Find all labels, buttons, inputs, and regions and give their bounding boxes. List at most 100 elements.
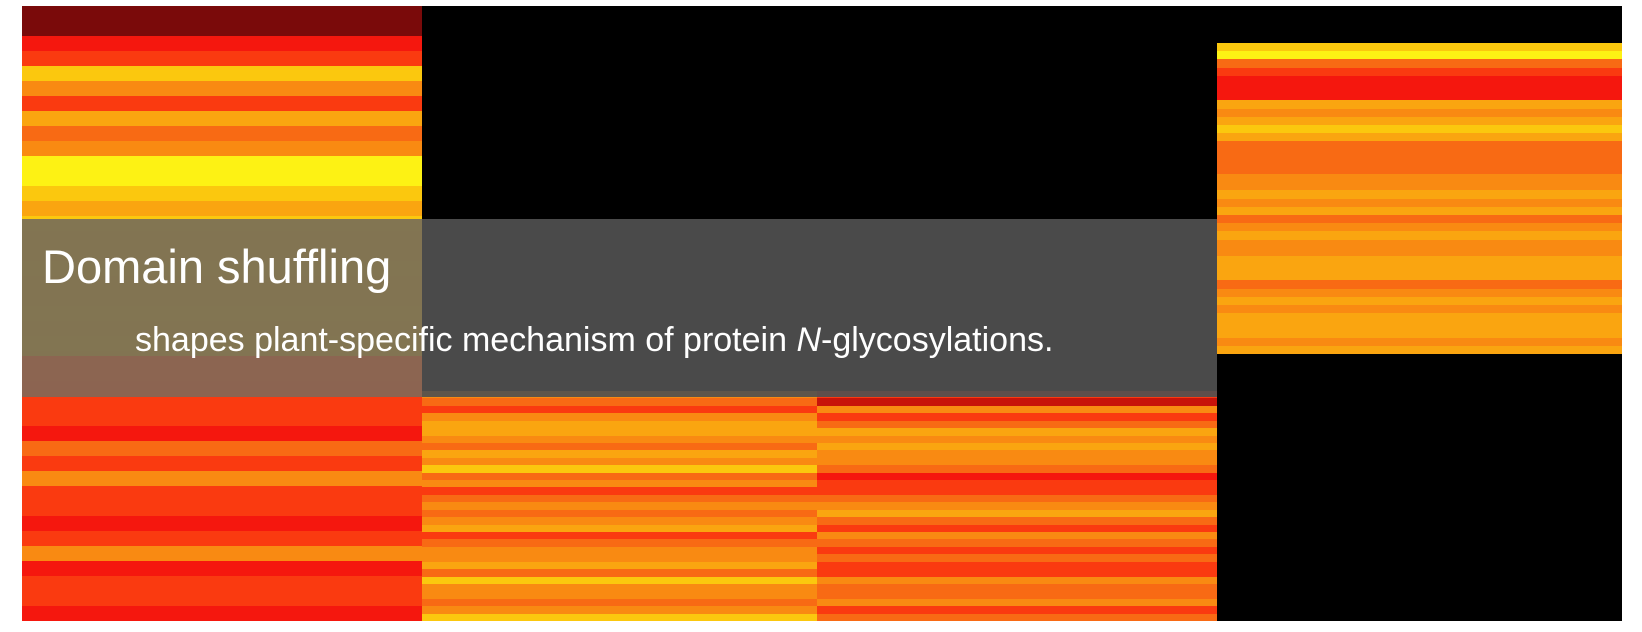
- heatmap-stripe: [1217, 182, 1622, 191]
- heatmap-stripe: [817, 472, 1217, 481]
- heatmap-stripe: [817, 546, 1217, 555]
- heatmap-stripe: [817, 457, 1217, 466]
- heatmap-stripe: [1217, 337, 1622, 346]
- heatmap-stripe: [1217, 83, 1622, 93]
- heatmap-stripe: [422, 591, 817, 599]
- heatmap-stripe: [817, 524, 1217, 533]
- heatmap-stripe: [22, 96, 422, 111]
- heatmap-stripe: [817, 591, 1217, 599]
- heatmap-stripe: [22, 141, 422, 156]
- heatmap-stripe: [817, 487, 1217, 495]
- heatmap-stripe: [1217, 214, 1622, 224]
- heatmap-stripe: [1217, 264, 1622, 273]
- heatmap-stripe: [817, 398, 1217, 406]
- heatmap-stripe: [817, 517, 1217, 525]
- heatmap-stripe: [817, 613, 1217, 621]
- heatmap-stripe: [1217, 133, 1622, 142]
- heatmap-stripe: [22, 591, 422, 606]
- heatmap-stripe: [1217, 296, 1622, 305]
- heatmap-stripe: [22, 471, 422, 486]
- subtitle-text-end: -glycosylations.: [821, 321, 1054, 359]
- heatmap-figure: Domain shuffling shapes plant-specific m…: [22, 6, 1622, 621]
- heatmap-stripe: [422, 613, 817, 621]
- heatmap-stripe: [817, 598, 1217, 607]
- heatmap-stripe: [1217, 108, 1622, 117]
- heatmap-stripe: [1217, 321, 1622, 330]
- heatmap-stripe: [22, 441, 422, 456]
- heatmap-block-bottom-right: [817, 391, 1217, 621]
- heatmap-stripe: [22, 561, 422, 576]
- heatmap-stripe: [1217, 206, 1622, 215]
- heatmap-stripe: [422, 442, 817, 451]
- heatmap-stripe: [1217, 116, 1622, 125]
- heatmap-stripe: [1217, 100, 1622, 109]
- heatmap-stripe: [817, 561, 1217, 570]
- heatmap-stripe: [422, 546, 817, 555]
- heatmap-stripe: [22, 576, 422, 591]
- heatmap-stripe: [422, 561, 817, 570]
- heatmap-stripe: [1217, 231, 1622, 240]
- heatmap-stripe: [1217, 223, 1622, 232]
- heatmap-stripe: [22, 456, 422, 471]
- heatmap-block-bottom-middle: [422, 391, 817, 621]
- heatmap-stripe: [22, 501, 422, 516]
- heatmap-stripe: [22, 426, 422, 441]
- heatmap-stripe: [817, 494, 1217, 503]
- heatmap-stripe: [22, 171, 422, 186]
- heatmap-stripe: [817, 405, 1217, 414]
- heatmap-stripe: [422, 413, 817, 421]
- heatmap-stripe: [1217, 239, 1622, 248]
- heatmap-stripe: [1217, 59, 1622, 68]
- heatmap-stripe: [1217, 141, 1622, 150]
- heatmap-stripe: [422, 450, 817, 458]
- heatmap-stripe: [422, 398, 817, 406]
- heatmap-stripe: [422, 532, 817, 540]
- heatmap-stripe: [422, 598, 817, 607]
- heatmap-stripe: [1217, 288, 1622, 297]
- heatmap-stripe: [1217, 67, 1622, 76]
- heatmap-stripe: [1217, 165, 1622, 174]
- heatmap-stripe: [817, 450, 1217, 458]
- heatmap-stripe: [422, 524, 817, 533]
- heatmap-stripe: [1217, 272, 1622, 281]
- heatmap-stripe: [422, 569, 817, 577]
- heatmap-stripe: [817, 420, 1217, 429]
- heatmap-stripe: [22, 396, 422, 411]
- heatmap-stripe: [1217, 255, 1622, 265]
- heatmap-stripe: [1217, 190, 1622, 199]
- heatmap-stripe: [1217, 345, 1622, 355]
- heatmap-stripe: [817, 539, 1217, 547]
- heatmap-stripe: [422, 606, 817, 614]
- heatmap-stripe: [422, 420, 817, 429]
- heatmap-stripe: [1217, 43, 1622, 52]
- heatmap-stripe: [1217, 174, 1622, 183]
- heatmap-stripe: [1217, 247, 1622, 256]
- heatmap-stripe: [22, 411, 422, 426]
- heatmap-stripe: [1217, 198, 1622, 207]
- heatmap-stripe: [22, 516, 422, 531]
- subtitle-italic-n: N: [796, 321, 822, 359]
- heatmap-stripe: [1217, 149, 1622, 158]
- heatmap-stripe: [817, 413, 1217, 421]
- heatmap-stripe: [817, 554, 1217, 562]
- subtitle-text-start: shapes plant-specific mechanism of prote…: [135, 321, 797, 359]
- heatmap-stripe: [22, 126, 422, 141]
- heatmap-stripe: [817, 606, 1217, 614]
- heatmap-stripe: [422, 457, 817, 466]
- heatmap-stripe: [422, 405, 817, 414]
- title-banner: Domain shuffling shapes plant-specific m…: [22, 219, 1217, 397]
- heatmap-stripe: [1217, 124, 1622, 134]
- heatmap-stripe: [422, 472, 817, 481]
- heatmap-stripe: [817, 569, 1217, 577]
- heatmap-stripe: [422, 487, 817, 495]
- heatmap-stripe: [817, 583, 1217, 592]
- heatmap-stripe: [817, 576, 1217, 584]
- heatmap-stripe: [22, 156, 422, 171]
- heatmap-stripe: [22, 606, 422, 621]
- heatmap-stripe: [422, 435, 817, 443]
- heatmap-stripe: [817, 502, 1217, 510]
- banner-title: Domain shuffling: [42, 240, 392, 293]
- heatmap-stripe: [1217, 313, 1622, 322]
- heatmap-stripe: [817, 465, 1217, 473]
- heatmap-stripe: [22, 6, 422, 21]
